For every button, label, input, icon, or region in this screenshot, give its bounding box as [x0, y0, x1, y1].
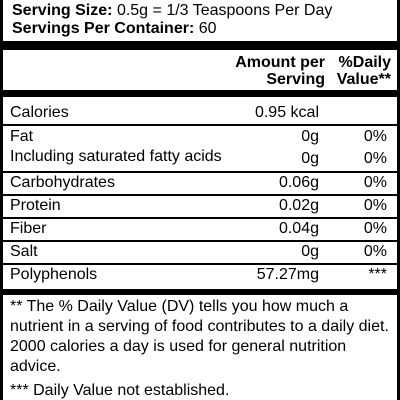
row-divider [3, 240, 397, 242]
row-fat-dv: 0% [363, 128, 387, 145]
row-polyphenols-name: Polyphenols [10, 266, 98, 283]
row-carbohydrates-name: Carbohydrates [10, 174, 115, 191]
row-saturated-amount: 0g [301, 150, 319, 167]
servings-label: Servings Per Container: [12, 20, 195, 37]
dv-heading-line1: %Daily [338, 54, 391, 71]
row-protein-amount: 0.02g [278, 197, 319, 214]
thick-divider [3, 41, 397, 50]
servings-per-container-line: Servings Per Container: 60 [12, 20, 217, 38]
table-header-divider [3, 90, 397, 97]
row-protein-name: Protein [10, 197, 61, 214]
row-fiber-amount: 0.04g [278, 220, 319, 237]
row-polyphenols-amount: 57.27mg [256, 266, 319, 283]
row-protein-dv: 0% [363, 197, 387, 214]
row-divider [3, 263, 397, 265]
row-fat-amount: 0g [301, 128, 319, 145]
row-carbohydrates-amount: 0.06g [278, 174, 319, 191]
serving-size-label: Serving Size: [12, 2, 113, 19]
amount-heading-line2: Serving [266, 71, 325, 88]
row-divider [3, 171, 397, 173]
dv-heading-line2: Value** [336, 71, 391, 88]
row-divider [3, 217, 397, 219]
row-calories-amount: 0.95 kcal [254, 104, 319, 121]
row-fat-name: Fat [10, 128, 34, 145]
row-fiber-dv: 0% [363, 220, 387, 237]
row-salt-amount: 0g [301, 243, 319, 260]
row-saturated-dv: 0% [363, 150, 387, 167]
not-established-footnote: *** Daily Value not established. [10, 382, 230, 399]
row-divider [3, 194, 397, 196]
row-carbohydrates-dv: 0% [363, 174, 387, 191]
servings-value: 60 [198, 20, 217, 37]
row-salt-dv: 0% [363, 243, 387, 260]
thick-divider [3, 289, 397, 295]
amount-heading-line1: Amount per [235, 54, 325, 71]
row-salt-name: Salt [10, 243, 38, 260]
serving-size-value: 0.5g = 1/3 Teaspoons Per Day [116, 2, 333, 19]
row-polyphenols-dv: *** [368, 266, 387, 283]
serving-size-line: Serving Size: 0.5g = 1/3 Teaspoons Per D… [12, 2, 332, 20]
row-fiber-name: Fiber [10, 220, 47, 237]
row-saturated-name: Including saturated fatty acids [10, 148, 222, 165]
daily-value-heading: %Daily Value** [337, 54, 391, 88]
amount-per-serving-heading: Amount per Serving [235, 54, 325, 88]
row-calories-name: Calories [10, 104, 69, 121]
daily-value-footnote: ** The % Daily Value (DV) tells you how … [10, 298, 389, 375]
row-divider [3, 124, 397, 126]
